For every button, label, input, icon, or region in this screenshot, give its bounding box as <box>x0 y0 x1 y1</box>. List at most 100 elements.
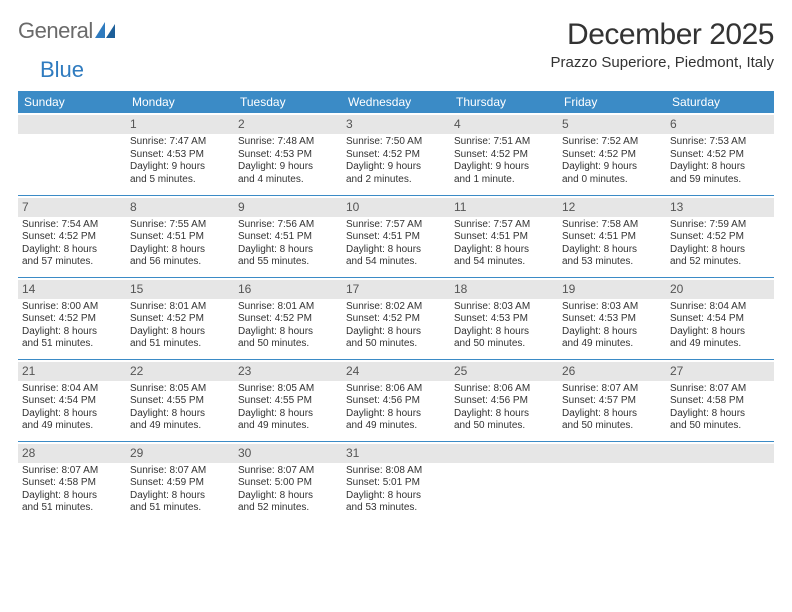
calendar-cell: 22Sunrise: 8:05 AMSunset: 4:55 PMDayligh… <box>126 359 234 441</box>
day-number: 23 <box>234 362 342 381</box>
day-detail-line: Sunset: 4:56 PM <box>346 395 446 408</box>
day-header: Sunday <box>18 91 126 113</box>
day-detail-line: Sunrise: 7:48 AM <box>238 136 338 149</box>
day-header: Thursday <box>450 91 558 113</box>
day-detail-line: and 49 minutes. <box>238 420 338 433</box>
day-detail-line: and 50 minutes. <box>454 420 554 433</box>
day-detail-line: and 49 minutes. <box>562 338 662 351</box>
day-detail-line: Sunrise: 8:07 AM <box>562 383 662 396</box>
day-number: 10 <box>342 198 450 217</box>
day-detail-line: Sunset: 4:57 PM <box>562 395 662 408</box>
day-detail-line: Daylight: 8 hours <box>346 490 446 503</box>
day-detail-line: Sunset: 4:53 PM <box>454 313 554 326</box>
day-details: Sunrise: 8:08 AMSunset: 5:01 PMDaylight:… <box>346 465 446 515</box>
day-detail-line: Sunset: 5:01 PM <box>346 477 446 490</box>
day-detail-line: and 52 minutes. <box>238 502 338 515</box>
day-details: Sunrise: 8:07 AMSunset: 4:59 PMDaylight:… <box>130 465 230 515</box>
day-number: . <box>18 115 126 134</box>
day-detail-line: Sunset: 4:51 PM <box>346 231 446 244</box>
day-detail-line: Sunrise: 8:08 AM <box>346 465 446 478</box>
calendar-cell: 18Sunrise: 8:03 AMSunset: 4:53 PMDayligh… <box>450 277 558 359</box>
day-detail-line: Daylight: 8 hours <box>130 490 230 503</box>
day-detail-line: and 59 minutes. <box>670 174 770 187</box>
day-detail-line: Sunset: 4:53 PM <box>130 149 230 162</box>
calendar-cell: 26Sunrise: 8:07 AMSunset: 4:57 PMDayligh… <box>558 359 666 441</box>
calendar-table: Sunday Monday Tuesday Wednesday Thursday… <box>18 91 774 523</box>
day-detail-line: Daylight: 9 hours <box>238 161 338 174</box>
day-detail-line: Sunset: 4:51 PM <box>130 231 230 244</box>
day-details: Sunrise: 8:01 AMSunset: 4:52 PMDaylight:… <box>238 301 338 351</box>
month-title: December 2025 <box>551 18 774 52</box>
day-number: 8 <box>126 198 234 217</box>
day-number: 30 <box>234 444 342 463</box>
day-detail-line: and 55 minutes. <box>238 256 338 269</box>
calendar-cell: 25Sunrise: 8:06 AMSunset: 4:56 PMDayligh… <box>450 359 558 441</box>
day-detail-line: Daylight: 8 hours <box>130 244 230 257</box>
day-number: 21 <box>18 362 126 381</box>
day-detail-line: Sunrise: 8:01 AM <box>238 301 338 314</box>
day-details: Sunrise: 7:54 AMSunset: 4:52 PMDaylight:… <box>22 219 122 269</box>
day-details: Sunrise: 8:06 AMSunset: 4:56 PMDaylight:… <box>454 383 554 433</box>
day-detail-line: Sunset: 4:52 PM <box>238 313 338 326</box>
day-detail-line: and 51 minutes. <box>130 338 230 351</box>
day-number: . <box>666 444 774 463</box>
day-detail-line: and 1 minute. <box>454 174 554 187</box>
day-number: 11 <box>450 198 558 217</box>
day-detail-line: Daylight: 8 hours <box>22 244 122 257</box>
day-number: 24 <box>342 362 450 381</box>
logo-text-1: General <box>18 18 93 44</box>
day-number: 16 <box>234 280 342 299</box>
day-detail-line: and 2 minutes. <box>346 174 446 187</box>
day-detail-line: Sunrise: 8:03 AM <box>562 301 662 314</box>
calendar-cell: 21Sunrise: 8:04 AMSunset: 4:54 PMDayligh… <box>18 359 126 441</box>
day-number: 20 <box>666 280 774 299</box>
day-detail-line: Sunrise: 7:54 AM <box>22 219 122 232</box>
day-detail-line: Sunset: 4:58 PM <box>22 477 122 490</box>
day-details: Sunrise: 8:07 AMSunset: 4:58 PMDaylight:… <box>22 465 122 515</box>
day-details: Sunrise: 7:59 AMSunset: 4:52 PMDaylight:… <box>670 219 770 269</box>
day-detail-line: Sunset: 4:56 PM <box>454 395 554 408</box>
day-number: 1 <box>126 115 234 134</box>
day-details: Sunrise: 7:51 AMSunset: 4:52 PMDaylight:… <box>454 136 554 186</box>
calendar-cell: 30Sunrise: 8:07 AMSunset: 5:00 PMDayligh… <box>234 441 342 523</box>
calendar-cell: 31Sunrise: 8:08 AMSunset: 5:01 PMDayligh… <box>342 441 450 523</box>
day-detail-line: Daylight: 8 hours <box>562 244 662 257</box>
day-details: Sunrise: 8:05 AMSunset: 4:55 PMDaylight:… <box>130 383 230 433</box>
calendar-cell: 7Sunrise: 7:54 AMSunset: 4:52 PMDaylight… <box>18 195 126 277</box>
day-detail-line: and 53 minutes. <box>562 256 662 269</box>
calendar-cell: 23Sunrise: 8:05 AMSunset: 4:55 PMDayligh… <box>234 359 342 441</box>
day-detail-line: and 56 minutes. <box>130 256 230 269</box>
calendar-cell: 5Sunrise: 7:52 AMSunset: 4:52 PMDaylight… <box>558 113 666 195</box>
day-detail-line: Sunrise: 7:55 AM <box>130 219 230 232</box>
calendar-cell: 27Sunrise: 8:07 AMSunset: 4:58 PMDayligh… <box>666 359 774 441</box>
logo-sail-icon <box>95 22 117 40</box>
day-detail-line: Sunset: 4:52 PM <box>130 313 230 326</box>
calendar-cell: 13Sunrise: 7:59 AMSunset: 4:52 PMDayligh… <box>666 195 774 277</box>
day-header: Saturday <box>666 91 774 113</box>
day-detail-line: and 50 minutes. <box>562 420 662 433</box>
day-detail-line: Daylight: 9 hours <box>454 161 554 174</box>
day-detail-line: Daylight: 8 hours <box>454 408 554 421</box>
day-detail-line: Sunrise: 8:00 AM <box>22 301 122 314</box>
day-detail-line: Daylight: 8 hours <box>238 408 338 421</box>
day-detail-line: Sunset: 4:58 PM <box>670 395 770 408</box>
calendar-cell: 6Sunrise: 7:53 AMSunset: 4:52 PMDaylight… <box>666 113 774 195</box>
calendar-week-row: 7Sunrise: 7:54 AMSunset: 4:52 PMDaylight… <box>18 195 774 277</box>
day-detail-line: Sunrise: 7:53 AM <box>670 136 770 149</box>
calendar-cell: 3Sunrise: 7:50 AMSunset: 4:52 PMDaylight… <box>342 113 450 195</box>
day-detail-line: Daylight: 8 hours <box>346 408 446 421</box>
day-details: Sunrise: 8:02 AMSunset: 4:52 PMDaylight:… <box>346 301 446 351</box>
day-detail-line: Daylight: 8 hours <box>670 408 770 421</box>
day-detail-line: Sunrise: 8:01 AM <box>130 301 230 314</box>
day-detail-line: and 54 minutes. <box>454 256 554 269</box>
day-detail-line: and 49 minutes. <box>346 420 446 433</box>
day-detail-line: Sunset: 4:54 PM <box>670 313 770 326</box>
day-detail-line: and 54 minutes. <box>346 256 446 269</box>
calendar-week-row: 28Sunrise: 8:07 AMSunset: 4:58 PMDayligh… <box>18 441 774 523</box>
day-number: 29 <box>126 444 234 463</box>
day-detail-line: Daylight: 9 hours <box>562 161 662 174</box>
day-details: Sunrise: 8:03 AMSunset: 4:53 PMDaylight:… <box>454 301 554 351</box>
day-detail-line: and 50 minutes. <box>238 338 338 351</box>
day-detail-line: Sunrise: 8:07 AM <box>670 383 770 396</box>
day-detail-line: and 49 minutes. <box>130 420 230 433</box>
